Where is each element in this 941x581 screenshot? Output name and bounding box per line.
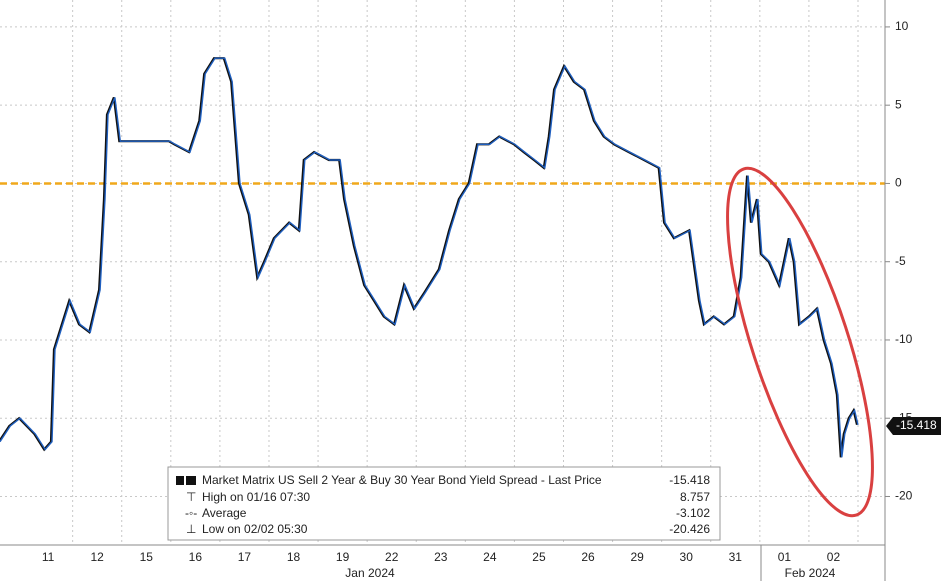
- x-tick-label: 24: [483, 550, 497, 564]
- x-tick-label: 22: [385, 550, 399, 564]
- x-tick-label: 30: [680, 550, 694, 564]
- last-price-tag: -15.418: [886, 417, 941, 435]
- y-tick-label: -5: [895, 254, 906, 268]
- legend-value: -15.418: [669, 473, 710, 487]
- legend-label: Low on 02/02 05:30: [202, 522, 308, 536]
- legend: Market Matrix US Sell 2 Year & Buy 30 Ye…: [167, 466, 721, 541]
- legend-label: Market Matrix US Sell 2 Year & Buy 30 Ye…: [202, 473, 602, 487]
- x-tick-label: 16: [189, 550, 203, 564]
- x-tick-label: 26: [581, 550, 595, 564]
- x-tick-label: 17: [238, 550, 252, 564]
- x-tick-label: 18: [287, 550, 301, 564]
- legend-label: Average: [202, 506, 247, 520]
- legend-icon: ⊥: [186, 522, 196, 536]
- last-price-box: [886, 417, 941, 435]
- x-tick-label: 01: [778, 550, 792, 564]
- axes: 1050-5-10-15-201112151617181922232425262…: [42, 19, 913, 564]
- y-tick-label: 5: [895, 97, 902, 111]
- highlight-ellipse: [726, 166, 874, 518]
- x-tick-label: 15: [140, 550, 154, 564]
- x-tick-label: 23: [434, 550, 448, 564]
- y-tick-label: -10: [895, 332, 913, 346]
- legend-value: -3.102: [676, 506, 710, 520]
- month-label: Jan 2024: [345, 566, 395, 580]
- legend-value: -20.426: [669, 522, 710, 536]
- x-tick-label: 31: [729, 550, 743, 564]
- x-tick-label: 29: [630, 550, 644, 564]
- last-price-label: -15.418: [896, 418, 937, 432]
- x-tick-label: 25: [532, 550, 546, 564]
- x-tick-label: 02: [827, 550, 841, 564]
- legend-label: High on 01/16 07:30: [202, 490, 310, 504]
- legend-swatch: [186, 476, 196, 485]
- x-tick-label: 11: [42, 550, 55, 564]
- month-label: Feb 2024: [785, 566, 836, 580]
- series-line: [0, 57, 859, 458]
- y-tick-label: 10: [895, 19, 909, 33]
- y-tick-label: -20: [895, 489, 913, 503]
- plot: [0, 57, 885, 458]
- legend-icon: ⊤: [186, 490, 196, 504]
- x-tick-label: 12: [91, 550, 105, 564]
- legend-value: 8.757: [680, 490, 710, 504]
- x-tick-label: 19: [336, 550, 350, 564]
- legend-box: [167, 466, 721, 541]
- legend-swatch: [176, 476, 184, 485]
- y-tick-label: 0: [895, 176, 902, 190]
- grid: [0, 0, 885, 545]
- legend-icon: -◦-: [185, 506, 197, 520]
